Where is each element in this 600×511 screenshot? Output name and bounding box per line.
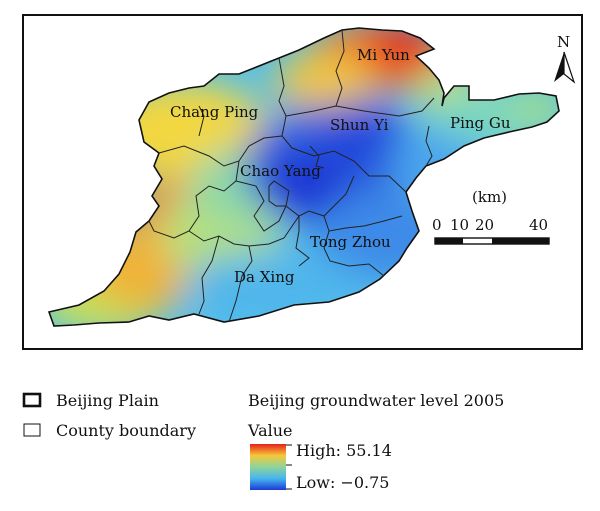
- groundwater-surface: [49, 28, 559, 326]
- beijing-plain-label: Beijing Plain: [56, 391, 159, 410]
- county-boundary-label: County boundary: [56, 421, 196, 440]
- north-arrow-icon: N: [554, 33, 576, 84]
- low-value-label: Low: −0.75: [296, 473, 389, 492]
- raster-legend: Beijing groundwater level 2005 Value Hig…: [247, 391, 504, 492]
- boundary-legend: Beijing Plain County boundary: [22, 391, 196, 440]
- map-frame: Mi Yun Chang Ping Shun Yi Ping Gu Chao Y…: [22, 14, 583, 350]
- beijing-plain-outline: [47, 27, 560, 327]
- groundwater-map: Mi Yun Chang Ping Shun Yi Ping Gu Chao Y…: [47, 27, 576, 327]
- scale-unit-label: (km): [472, 188, 507, 206]
- label-chao-yang: Chao Yang: [240, 162, 321, 180]
- scale-bar: (km) 0 10 20 40: [432, 188, 550, 245]
- raster-title: Beijing groundwater level 2005: [248, 391, 504, 410]
- scale-tick-10: 10: [450, 216, 469, 234]
- raster-subtitle: Value: [247, 421, 293, 440]
- county-boundary-swatch: [23, 423, 41, 437]
- label-shun-yi: Shun Yi: [330, 116, 389, 134]
- label-ping-gu: Ping Gu: [450, 114, 511, 132]
- scale-tick-0: 0: [432, 216, 442, 234]
- county-boundaries: [148, 29, 435, 323]
- label-tong-zhou: Tong Zhou: [310, 233, 391, 251]
- label-mi-yun: Mi Yun: [357, 46, 410, 64]
- color-ramp: [250, 444, 286, 490]
- beijing-plain-swatch: [22, 392, 42, 408]
- scale-tick-40: 40: [529, 216, 548, 234]
- label-chang-ping: Chang Ping: [170, 103, 259, 121]
- scale-tick-20: 20: [475, 216, 494, 234]
- legend: Beijing Plain County boundary Beijing gr…: [22, 391, 504, 492]
- label-da-xing: Da Xing: [234, 268, 295, 286]
- north-arrow-label: N: [557, 33, 570, 51]
- district-labels: Mi Yun Chang Ping Shun Yi Ping Gu Chao Y…: [170, 46, 511, 286]
- high-value-label: High: 55.14: [296, 441, 392, 460]
